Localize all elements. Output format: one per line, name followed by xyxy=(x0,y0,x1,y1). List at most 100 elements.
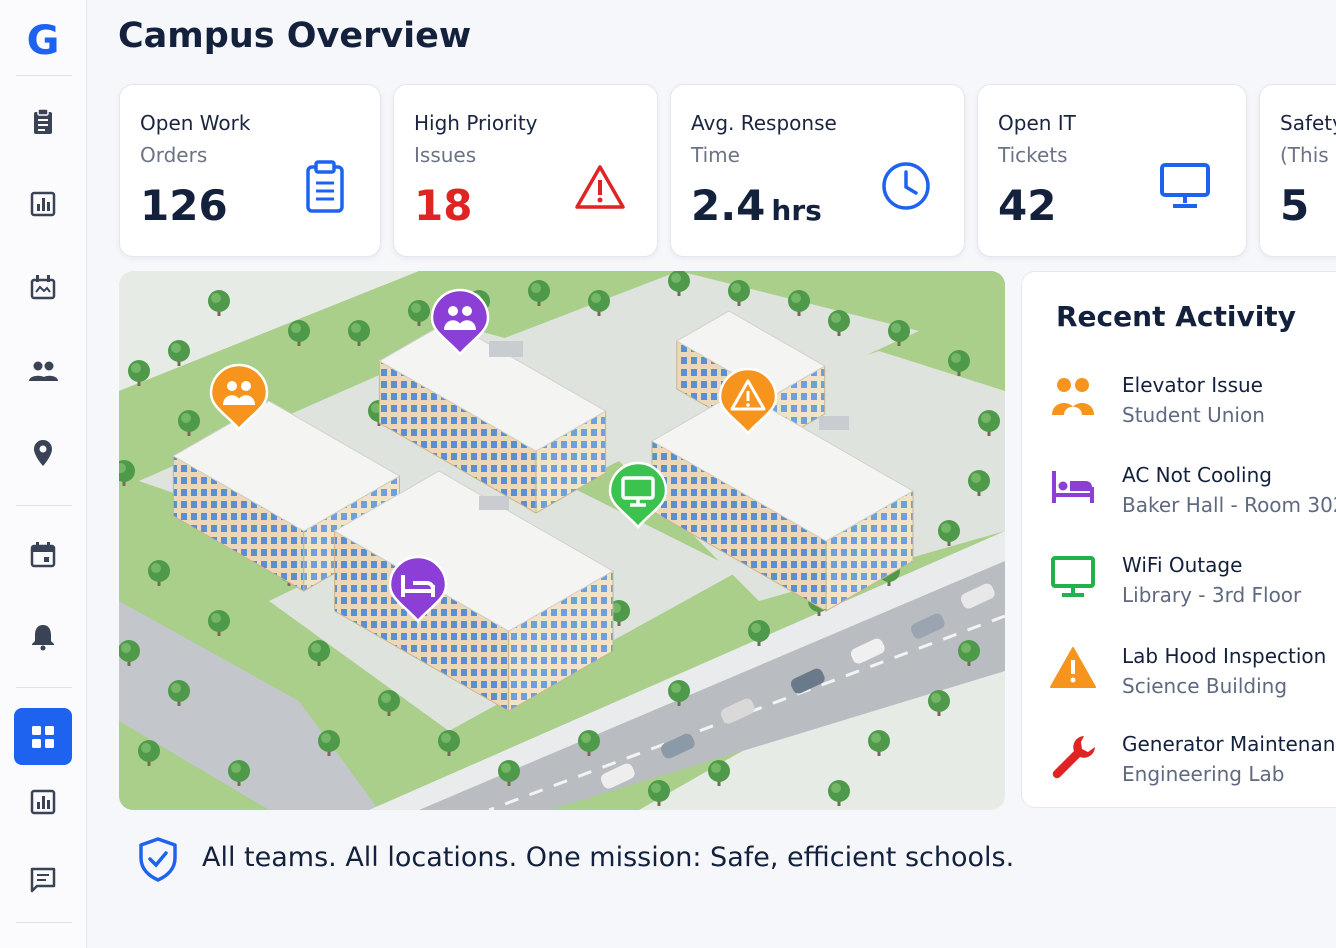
nav-buildings[interactable] xyxy=(27,271,59,303)
building-roof xyxy=(333,470,615,632)
nav-teams[interactable] xyxy=(27,355,59,387)
nav-locations[interactable] xyxy=(27,437,59,469)
tree-highlight xyxy=(131,363,141,373)
tree-highlight xyxy=(651,783,661,793)
card-sublabel: (This M xyxy=(1280,143,1336,167)
tree-highlight xyxy=(231,763,241,773)
pin-icon xyxy=(223,395,255,405)
rooftop-unit xyxy=(489,341,523,357)
activity-icon xyxy=(1052,471,1094,503)
campus-map[interactable] xyxy=(119,271,1005,810)
building-roof xyxy=(650,390,915,542)
tree-highlight xyxy=(291,323,301,333)
tree-highlight xyxy=(181,413,191,423)
nav-calendar[interactable] xyxy=(27,539,59,571)
map-roads xyxy=(119,531,1005,810)
activity-subtitle: Library - 3rd Floor xyxy=(1122,583,1302,607)
tree-highlight xyxy=(171,683,181,693)
tree-highlight xyxy=(351,323,361,333)
activity-icon xyxy=(1050,647,1096,688)
tree-highlight xyxy=(119,463,126,473)
car xyxy=(790,668,825,694)
activity-icon xyxy=(1051,556,1095,597)
rooftop-unit xyxy=(819,416,849,430)
card-value: 126 xyxy=(140,181,228,230)
divider xyxy=(16,75,72,76)
tree-highlight xyxy=(411,303,421,313)
activity-title: Generator Maintenanc xyxy=(1122,732,1336,756)
tree-highlight xyxy=(211,613,221,623)
pin-icon xyxy=(444,320,476,330)
tree-highlight xyxy=(531,283,541,293)
tree-highlight xyxy=(141,743,151,753)
card-sublabel: Issues xyxy=(414,143,477,167)
stat-card[interactable]: Open Work Orders 126 xyxy=(119,84,381,257)
nav-alerts[interactable] xyxy=(27,621,59,653)
activity-item[interactable]: Generator Maintenanc Engineering Lab xyxy=(1022,732,1336,812)
tree-highlight xyxy=(671,683,681,693)
tree-highlight xyxy=(791,293,801,303)
tree-highlight xyxy=(831,313,841,323)
activity-subtitle: Engineering Lab xyxy=(1122,762,1285,786)
map-pin xyxy=(430,288,490,356)
activity-item[interactable]: WiFi Outage Library - 3rd Floor xyxy=(1022,553,1336,633)
activity-title: Lab Hood Inspection xyxy=(1122,644,1327,668)
nav-analytics[interactable] xyxy=(27,786,59,818)
card-label: Safety xyxy=(1280,111,1336,135)
car xyxy=(720,698,755,724)
activity-item[interactable]: Elevator Issue Student Union xyxy=(1022,373,1336,453)
logo[interactable]: G xyxy=(26,18,60,64)
pin-icon xyxy=(746,403,750,407)
card-label: Open IT xyxy=(998,111,1076,135)
card-icon xyxy=(1160,163,1210,208)
card-label: High Priority xyxy=(414,111,538,135)
divider xyxy=(16,687,72,688)
divider xyxy=(16,505,72,506)
tree-highlight xyxy=(671,273,681,283)
activity-icon xyxy=(1052,736,1095,779)
tree-highlight xyxy=(441,733,451,743)
stat-card[interactable]: Safety (This M 5 xyxy=(1259,84,1336,257)
card-value: 5 xyxy=(1280,181,1310,230)
stat-card[interactable]: Avg. Response Time 2.4 hrs xyxy=(670,84,965,257)
tree-highlight xyxy=(591,293,601,303)
building-roof xyxy=(172,400,401,532)
activity-item[interactable]: AC Not Cooling Baker Hall - Room 302 xyxy=(1022,463,1336,543)
tree-highlight xyxy=(581,733,591,743)
tree-highlight xyxy=(961,643,971,653)
pin-icon xyxy=(448,306,458,316)
tree-highlight xyxy=(381,693,391,703)
activity-subtitle: Student Union xyxy=(1122,403,1265,427)
card-unit: hrs xyxy=(771,194,822,227)
nav-orders[interactable] xyxy=(27,106,59,138)
activity-subtitle: Science Building xyxy=(1122,674,1288,698)
pin-icon xyxy=(730,379,766,411)
map-pins[interactable] xyxy=(209,288,778,623)
map-buildings xyxy=(172,310,915,712)
nav-messages[interactable] xyxy=(27,864,59,896)
tree-highlight xyxy=(121,643,131,653)
card-sublabel: Tickets xyxy=(998,143,1068,167)
card-value: 2.4 hrs xyxy=(691,181,822,230)
stat-card[interactable]: Open IT Tickets 42 xyxy=(977,84,1247,257)
pin-icon xyxy=(746,391,750,401)
rooftop-unit xyxy=(479,496,509,510)
activity-item[interactable]: Lab Hood Inspection Science Building xyxy=(1022,644,1336,724)
tree-highlight xyxy=(891,323,901,333)
nav-reports[interactable] xyxy=(27,188,59,220)
activity-title: WiFi Outage xyxy=(1122,553,1243,577)
stat-card[interactable]: High Priority Issues 18 xyxy=(393,84,658,257)
panel-title: Recent Activity xyxy=(1056,300,1296,333)
pin-icon xyxy=(241,381,251,391)
car xyxy=(850,638,885,664)
nav-dashboard-active[interactable] xyxy=(14,708,72,765)
map-pin xyxy=(209,363,269,431)
tree-highlight xyxy=(211,293,221,303)
card-number: 2.4 xyxy=(691,181,766,230)
car xyxy=(600,763,635,789)
shield-icon xyxy=(139,837,177,882)
pin-icon xyxy=(227,381,237,391)
card-value: 18 xyxy=(414,181,473,230)
card-sublabel: Orders xyxy=(140,143,208,167)
